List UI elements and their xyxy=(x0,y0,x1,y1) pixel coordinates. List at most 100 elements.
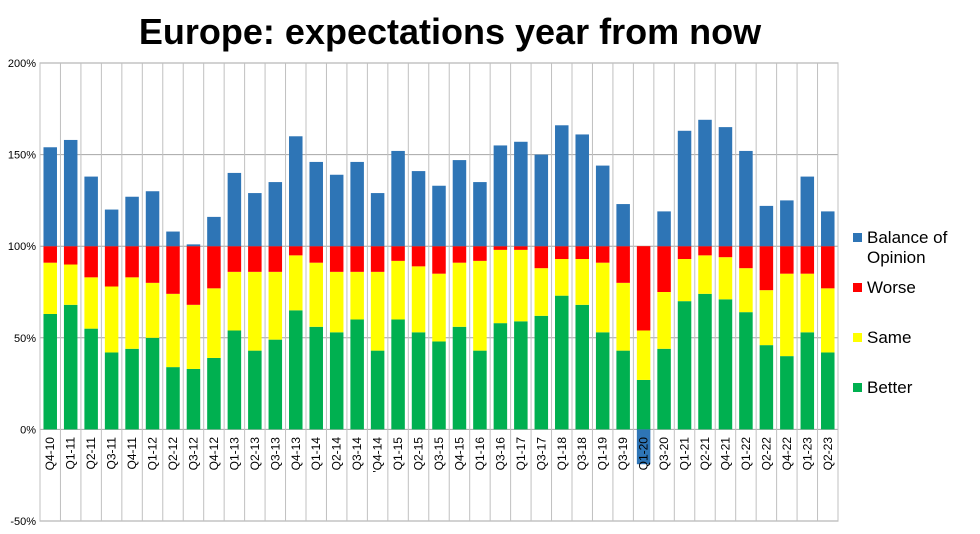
x-tick-label: Q1-14 xyxy=(309,437,323,471)
bar-worse xyxy=(677,246,692,260)
bar-better xyxy=(207,357,221,430)
bar-balance-of-opinion xyxy=(657,211,671,247)
bar-better xyxy=(452,326,467,430)
x-tick-label: Q3-16 xyxy=(493,437,507,471)
bar-better xyxy=(534,315,549,430)
bar-same xyxy=(350,271,364,320)
bar-worse xyxy=(452,246,467,263)
bar-same xyxy=(595,262,610,333)
bar-same xyxy=(616,282,630,351)
bar-balance-of-opinion xyxy=(514,141,528,247)
bar-same xyxy=(739,268,753,313)
x-tick-label: Q4-21 xyxy=(718,437,732,471)
x-tick-label: Q1-18 xyxy=(555,437,569,471)
bar-worse xyxy=(186,246,201,305)
x-tick-label: Q1-22 xyxy=(739,437,753,471)
bar-better xyxy=(145,337,160,430)
bar-balance-of-opinion xyxy=(350,161,364,247)
bar-better xyxy=(555,295,569,430)
bar-balance-of-opinion xyxy=(636,429,651,465)
bar-better xyxy=(780,356,794,430)
bar-better xyxy=(493,323,508,430)
bar-worse xyxy=(739,246,753,269)
x-tick-label: Q3-12 xyxy=(186,437,200,471)
bar-balance-of-opinion xyxy=(698,119,712,247)
y-tick-label: 50% xyxy=(14,333,36,345)
legend-swatch xyxy=(853,283,862,292)
x-tick-label: Q1-17 xyxy=(514,437,528,471)
bar-same xyxy=(125,277,139,349)
bar-worse xyxy=(514,246,528,250)
bar-balance-of-opinion xyxy=(309,161,323,247)
bar-same xyxy=(104,286,119,353)
bar-worse xyxy=(104,246,119,287)
bar-balance-of-opinion xyxy=(616,204,630,247)
bar-same xyxy=(555,259,569,296)
bar-worse xyxy=(43,246,57,263)
y-tick-label: 100% xyxy=(8,241,36,253)
bar-better xyxy=(227,330,242,430)
x-tick-label: Q4-15 xyxy=(452,437,466,471)
bar-balance-of-opinion xyxy=(534,154,549,247)
bar-better xyxy=(739,312,753,430)
bar-same xyxy=(309,262,323,327)
bar-better xyxy=(575,304,589,430)
bar-better xyxy=(289,310,303,430)
legend-label: Same xyxy=(867,328,911,347)
x-tick-label: Q3-20 xyxy=(657,437,671,471)
bar-better xyxy=(800,332,815,430)
x-tick-label: Q3-19 xyxy=(616,437,630,471)
bar-better xyxy=(759,345,774,430)
bar-same xyxy=(698,255,712,294)
bar-balance-of-opinion xyxy=(104,209,119,247)
bar-better xyxy=(698,293,712,430)
x-tick-label: Q3-14 xyxy=(350,437,364,471)
bar-worse xyxy=(759,246,774,291)
bar-same xyxy=(534,268,549,316)
bar-same xyxy=(84,277,98,329)
bar-better xyxy=(84,328,98,430)
bar-better xyxy=(391,319,405,430)
bar-worse xyxy=(432,246,446,274)
bar-worse xyxy=(207,246,221,289)
x-tick-label: Q1-20 xyxy=(637,437,651,471)
bar-better xyxy=(268,339,283,430)
bar-balance-of-opinion xyxy=(780,200,794,247)
x-tick-label: Q2-13 xyxy=(248,437,262,471)
bar-same xyxy=(575,259,589,305)
bar-better xyxy=(636,379,651,430)
bar-worse xyxy=(493,246,508,250)
bar-balance-of-opinion xyxy=(759,205,774,247)
bar-worse xyxy=(718,246,733,258)
bar-same xyxy=(677,259,692,302)
bar-better xyxy=(473,350,487,430)
x-tick-label: Q2-11 xyxy=(84,437,98,470)
bar-same xyxy=(166,293,180,368)
bar-same xyxy=(493,249,508,324)
bar-balance-of-opinion xyxy=(555,125,569,247)
bar-same xyxy=(514,249,528,322)
bar-worse xyxy=(636,246,651,331)
x-tick-label: Q4-10 xyxy=(43,437,57,471)
bar-same xyxy=(718,257,733,300)
bar-same xyxy=(391,260,405,320)
bar-worse xyxy=(166,246,180,294)
bar-same xyxy=(473,260,487,351)
legend: Balance of Opinion Worse Same Better xyxy=(853,228,948,397)
x-tick-label: Q1-15 xyxy=(391,437,405,471)
bar-worse xyxy=(800,246,815,274)
bar-balance-of-opinion xyxy=(677,130,692,247)
bar-better xyxy=(166,367,180,430)
bar-better xyxy=(43,313,57,430)
x-tick-label: Q4-12 xyxy=(207,437,221,471)
bar-balance-of-opinion xyxy=(391,150,405,247)
bar-better xyxy=(514,321,528,430)
bar-balance-of-opinion xyxy=(248,193,262,247)
bar-balance-of-opinion xyxy=(227,172,242,247)
x-tick-label: Q4-22 xyxy=(780,437,794,471)
legend-swatch xyxy=(853,333,862,342)
bar-worse xyxy=(145,246,160,283)
x-tick-label: Q4-13 xyxy=(289,437,303,471)
bar-same xyxy=(759,290,774,346)
